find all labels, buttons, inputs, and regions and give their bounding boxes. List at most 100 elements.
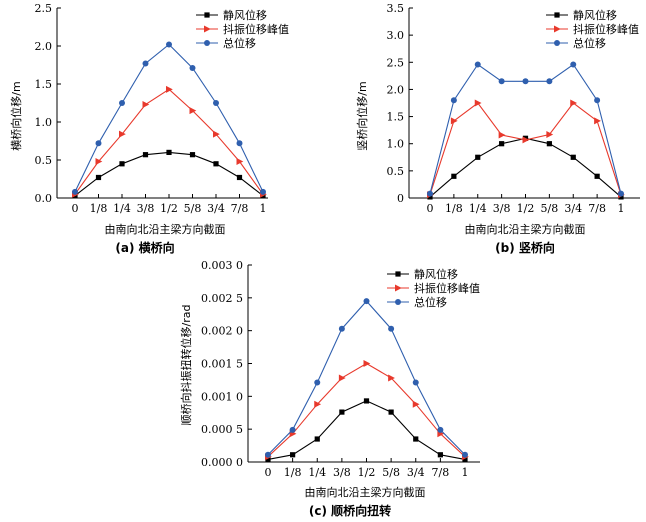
chart-caption: (b) 竖桥向 [495, 240, 555, 255]
data-point [450, 97, 457, 104]
chart-caption: (a) 横桥向 [115, 240, 174, 255]
data-point [388, 409, 394, 415]
data-point [236, 174, 243, 181]
x-tick-label: 1/2 [358, 466, 376, 479]
data-point [570, 154, 576, 160]
x-tick-label: 3/4 [564, 202, 582, 215]
data-point [618, 190, 624, 197]
data-point [412, 379, 419, 386]
x-tick-label: 1/4 [113, 202, 131, 215]
series-line [74, 88, 264, 195]
data-point [594, 97, 601, 104]
y-tick-label: 2.0 [35, 40, 53, 53]
y-tick-label: 1.5 [35, 78, 53, 91]
series-line [74, 151, 264, 197]
chart-panel-a: 横桥向位移/m 由南向北沿主梁方向截面 (a) 横桥向 0.0 0.5 1.0 1.5… [9, 2, 289, 255]
y-tick-label: 0.002 5 [201, 292, 243, 305]
data-point [474, 99, 482, 107]
series-line [429, 137, 622, 198]
legend-marker [554, 25, 561, 33]
y-tick-label: 0.003 0 [201, 259, 243, 272]
legend-label: 抖振位移峰值 [573, 22, 639, 36]
series-line [429, 102, 622, 195]
y-tick-label: 0.002 0 [201, 325, 243, 338]
series-line [267, 400, 466, 460]
y-axis-label: 竖桥向位移/m [355, 81, 369, 150]
data-point [412, 400, 420, 408]
data-point [236, 158, 244, 166]
y-tick-label: 0.001 5 [201, 358, 243, 371]
data-point [95, 174, 102, 181]
data-point [236, 140, 243, 147]
legend-marker [395, 284, 402, 292]
y-axis-label: 横桥向位移/m [9, 81, 23, 150]
legend-marker [554, 12, 560, 18]
x-tick-label: 3/8 [333, 466, 351, 479]
chart-panel-c: 顺桥向抖振扭转位移/rad 由南向北沿主梁方向截面 (c) 顺桥向扭转 0.00… [179, 259, 480, 518]
y-tick-label: 3.5 [387, 2, 405, 15]
legend-label: 总位移 [573, 36, 606, 50]
y-tick-label: 1.5 [387, 111, 405, 124]
data-point [546, 141, 552, 147]
x-tick-label: 3/8 [493, 202, 511, 215]
data-point [437, 426, 444, 433]
legend-label: 总位移 [223, 36, 256, 50]
x-tick-label: 1/4 [469, 202, 487, 215]
data-point [260, 188, 266, 195]
x-axis-label: 由南向北沿主梁方向截面 [305, 485, 426, 499]
data-point [474, 61, 481, 68]
legend-marker [395, 271, 401, 277]
y-tick-label: 0.000 0 [201, 456, 243, 469]
legend-label: 静风位移 [223, 8, 267, 22]
series-2 [72, 85, 267, 198]
x-tick-label: 7/8 [231, 202, 249, 215]
data-point [546, 130, 554, 138]
y-axis-label: 顺桥向抖振扭转位移/rad [179, 305, 193, 426]
data-point [213, 130, 220, 138]
data-point [213, 100, 219, 106]
x-tick-label: 1/8 [90, 202, 108, 215]
series-1 [72, 149, 266, 199]
x-tick-label: 3/8 [137, 202, 155, 215]
data-point [522, 78, 529, 85]
data-point [166, 149, 172, 155]
series-3 [72, 41, 266, 195]
x-tick-label: 1/4 [308, 466, 326, 479]
legend-marker [395, 299, 401, 305]
x-tick-label: 5/8 [382, 466, 400, 479]
data-point [189, 65, 196, 72]
y-tick-label: 0.0 [35, 192, 53, 205]
data-point [363, 298, 370, 305]
x-tick-label: 1/8 [445, 202, 463, 215]
x-tick-label: 3/4 [207, 202, 225, 215]
data-point [462, 451, 468, 458]
x-tick-label: 1 [618, 202, 625, 215]
series-line [267, 362, 466, 458]
series-2 [265, 360, 469, 461]
x-tick-label: 3/4 [407, 466, 425, 479]
data-point [499, 141, 505, 147]
data-point [594, 173, 600, 179]
chart-caption: (c) 顺桥向扭转 [309, 503, 391, 518]
data-point [462, 456, 468, 462]
data-point [213, 161, 219, 167]
y-tick-label: 2.5 [35, 2, 53, 15]
data-point [339, 409, 345, 415]
data-point [338, 374, 346, 382]
y-tick-label: 2.5 [387, 56, 405, 69]
x-tick-label: 0 [265, 466, 272, 479]
data-point [314, 436, 320, 442]
data-point [475, 154, 481, 160]
data-point [338, 325, 345, 332]
data-point [570, 61, 577, 68]
legend-marker [204, 25, 211, 33]
series-1 [265, 398, 468, 462]
data-point [363, 360, 371, 367]
series-line [267, 300, 466, 456]
data-point [570, 99, 578, 107]
y-tick-label: 1.0 [35, 116, 53, 129]
data-point [166, 41, 172, 48]
series-1 [427, 135, 624, 200]
x-tick-label: 5/8 [541, 202, 559, 215]
